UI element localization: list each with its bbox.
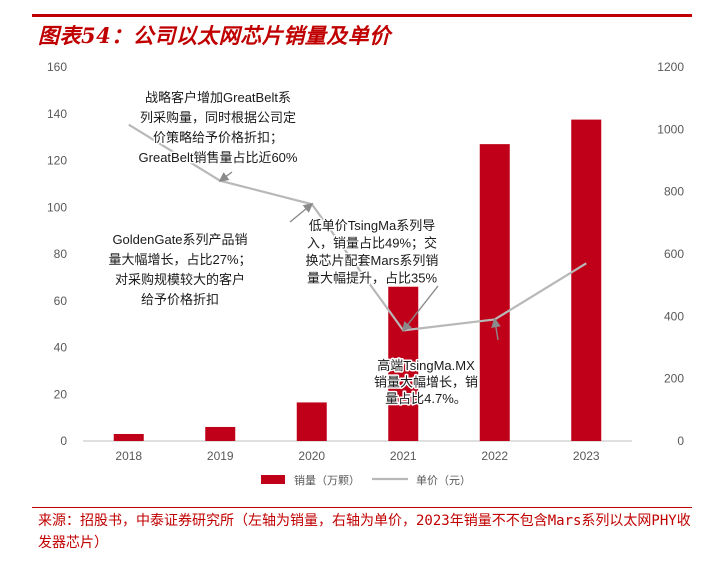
title-rule — [32, 14, 692, 17]
annotation-arrows — [218, 171, 501, 341]
bar — [296, 402, 327, 441]
annotation-arrow — [491, 317, 501, 341]
right-tick-label: 600 — [664, 247, 684, 261]
annotation-line: 销量大幅增长，销 — [374, 375, 478, 390]
chart-svg: 0 20 40 60 80 100 120 140 160 0 200 400 600 800 1000 1… — [47, 60, 684, 487]
bar — [479, 144, 510, 441]
left-tick-label: 100 — [47, 200, 67, 214]
right-tick-label: 200 — [664, 372, 684, 386]
legend-swatch-bar — [261, 475, 285, 484]
x-tick-label: 2022 — [481, 449, 508, 463]
source-note: 来源：招股书，中泰证券研究所（左轴为销量，右轴为单价，2023年销量不不包含Ma… — [38, 513, 691, 551]
annotation-text: 低单价TsingMa系列导入，销量占比49%；交换芯片配套Mars系列销量大幅提… — [306, 218, 439, 286]
bar-series — [113, 119, 602, 441]
annotation-text: GoldenGate系列产品销量大幅增长，占比27%； 对采购规模较大的客户给予价… — [108, 232, 251, 307]
annotation-arrow — [218, 171, 233, 182]
annotation-line: 价策略给予价格折扣； — [153, 130, 283, 146]
x-axis-ticks: 2018 2019 2020 2021 2022 2023 — [115, 449, 600, 463]
left-axis-ticks: 0 20 40 60 80 100 120 140 160 — [47, 60, 67, 448]
legend: 销量（万颗） 单价（元） — [261, 473, 471, 487]
legend-label-line: 单价（元） — [416, 474, 471, 487]
bar — [205, 426, 236, 441]
annotation-line: 量占比4.7%。 — [385, 391, 467, 406]
annotation-line: 给予价格折扣 — [141, 292, 219, 307]
annotation-line: 换芯片配套Mars系列销 — [306, 253, 439, 268]
right-tick-label: 1200 — [657, 60, 684, 74]
annotation-line: 对采购规模较大的客户 — [115, 272, 245, 287]
left-tick-label: 140 — [47, 107, 67, 121]
annotation-line: GreatBelt销售量占比近60% — [139, 150, 298, 165]
legend-label-bar: 销量（万颗） — [294, 473, 360, 487]
left-tick-label: 40 — [54, 341, 68, 355]
annotation-line: 列采购量，同时根据公司定 — [140, 110, 296, 125]
annotation-line: 高端TsingMa.MX — [377, 358, 475, 373]
annotation-line: 低单价TsingMa系列导 — [309, 218, 435, 233]
annotation-line: 量大幅提升，占比35% — [307, 271, 437, 286]
x-tick-label: 2021 — [390, 449, 417, 463]
annotation-text: 战略客户增加GreatBelt系列采购量，同时根据公司定价策略给予价格折扣； Gr… — [139, 90, 298, 165]
annotation-text: 高端TsingMa.MX 销量大幅增长，销量占比4.7%。 — [374, 358, 478, 406]
figure-title: 图表54：公司以太网芯片销量及单价 — [38, 23, 391, 48]
annotation-arrow — [289, 202, 314, 223]
annotation-arrow — [402, 285, 439, 332]
right-axis-ticks: 0 200 400 600 800 1000 1200 — [657, 60, 684, 448]
x-tick-label: 2020 — [298, 449, 325, 463]
left-tick-label: 0 — [60, 434, 67, 448]
right-tick-label: 400 — [664, 309, 684, 323]
left-tick-label: 160 — [47, 60, 67, 74]
left-tick-label: 20 — [54, 387, 68, 401]
left-tick-label: 120 — [47, 154, 67, 168]
right-tick-label: 1000 — [657, 122, 684, 136]
left-tick-label: 80 — [54, 247, 68, 261]
x-tick-label: 2023 — [573, 449, 600, 463]
price-line — [128, 123, 587, 332]
right-tick-label: 0 — [677, 434, 684, 448]
x-tick-label: 2018 — [115, 449, 142, 463]
x-tick-label: 2019 — [207, 449, 234, 463]
left-tick-label: 60 — [54, 294, 68, 308]
bar — [571, 119, 602, 441]
annotation-line: 入，销量占比49%；交 — [307, 236, 437, 252]
right-tick-label: 800 — [664, 185, 684, 199]
source-rule — [32, 507, 692, 508]
bar — [388, 286, 419, 441]
annotation-line: GoldenGate系列产品销 — [112, 232, 247, 247]
bar — [113, 433, 144, 441]
annotation-line: 量大幅增长，占比27%； — [108, 252, 251, 268]
annotation-texts: 战略客户增加GreatBelt系列采购量，同时根据公司定价策略给予价格折扣； Gr… — [107, 89, 480, 408]
annotation-line: 战略客户增加GreatBelt系 — [145, 90, 291, 105]
